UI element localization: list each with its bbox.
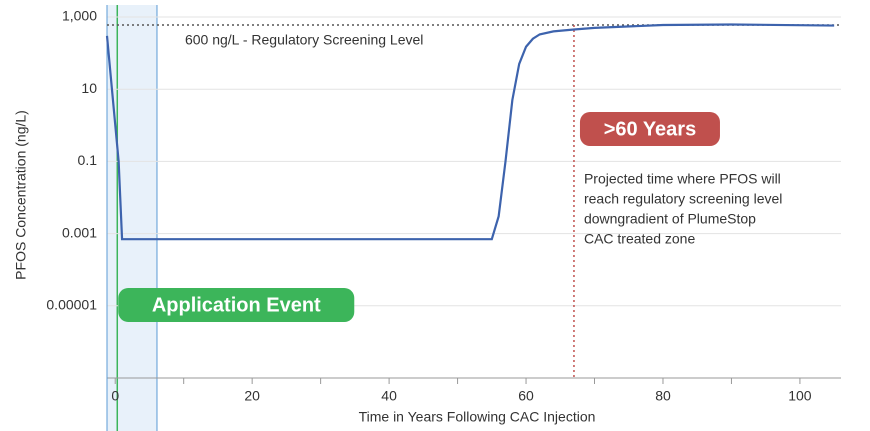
marker-badge-bg bbox=[579, 112, 720, 146]
y-tick-label: 10 bbox=[81, 80, 97, 96]
x-axis-label: Time in Years Following CAC Injection bbox=[359, 409, 596, 425]
y-tick-label: 0.00001 bbox=[46, 297, 97, 313]
y-tick-label: 0.001 bbox=[62, 224, 97, 240]
marker-note: CAC treated zone bbox=[584, 231, 695, 247]
marker-badge: >60 Years bbox=[604, 118, 697, 140]
x-tick-label: 40 bbox=[381, 388, 397, 404]
x-tick-label: 20 bbox=[244, 388, 260, 404]
y-axis-label: PFOS Concentration (ng/L) bbox=[13, 110, 29, 280]
marker-note: reach regulatory screening level bbox=[584, 191, 782, 207]
application-band bbox=[107, 5, 157, 431]
y-tick-label: 1,000 bbox=[62, 8, 97, 24]
threshold-label: 600 ng/L - Regulatory Screening Level bbox=[185, 32, 423, 48]
x-tick-label: 80 bbox=[655, 388, 671, 404]
marker-note: Projected time where PFOS will bbox=[584, 171, 781, 187]
x-tick-label: 0 bbox=[111, 388, 119, 404]
x-tick-label: 60 bbox=[518, 388, 534, 404]
data-line bbox=[105, 23, 835, 241]
y-tick-label: 0.1 bbox=[78, 152, 98, 168]
application-badge: Application Event bbox=[152, 294, 321, 316]
application-badge-bg bbox=[118, 288, 355, 322]
x-tick-label: 100 bbox=[788, 388, 812, 404]
marker-note: downgradient of PlumeStop bbox=[584, 211, 756, 227]
